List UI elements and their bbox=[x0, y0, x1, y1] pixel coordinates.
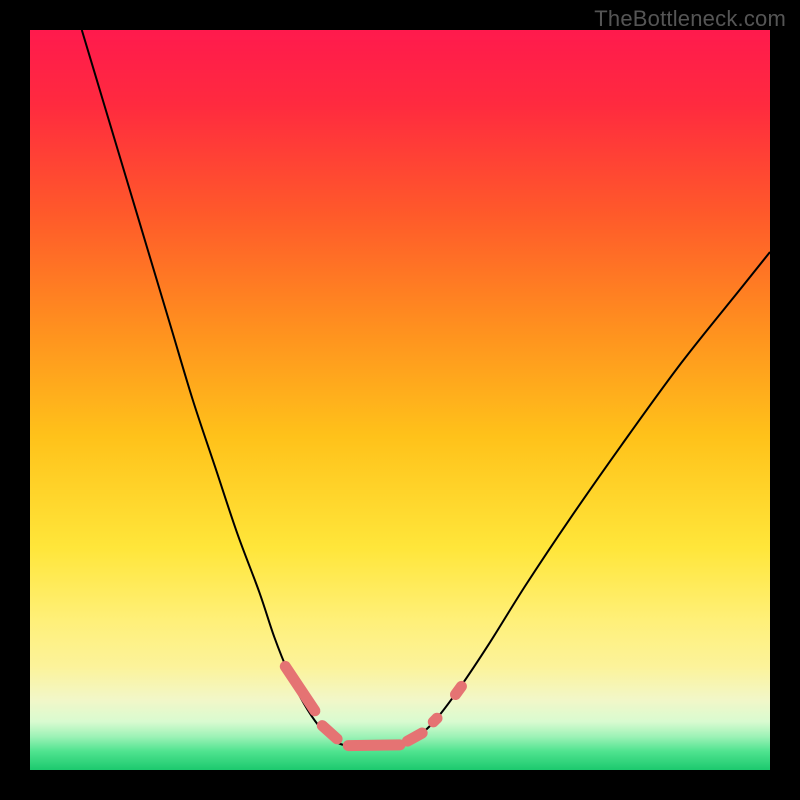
marker-segment bbox=[348, 745, 400, 746]
watermark-text: TheBottleneck.com bbox=[594, 6, 786, 32]
plot-background bbox=[30, 30, 770, 770]
marker-segment bbox=[456, 686, 462, 694]
marker-segment bbox=[407, 733, 422, 741]
marker-segment bbox=[433, 718, 437, 722]
bottleneck-chart bbox=[0, 0, 800, 800]
